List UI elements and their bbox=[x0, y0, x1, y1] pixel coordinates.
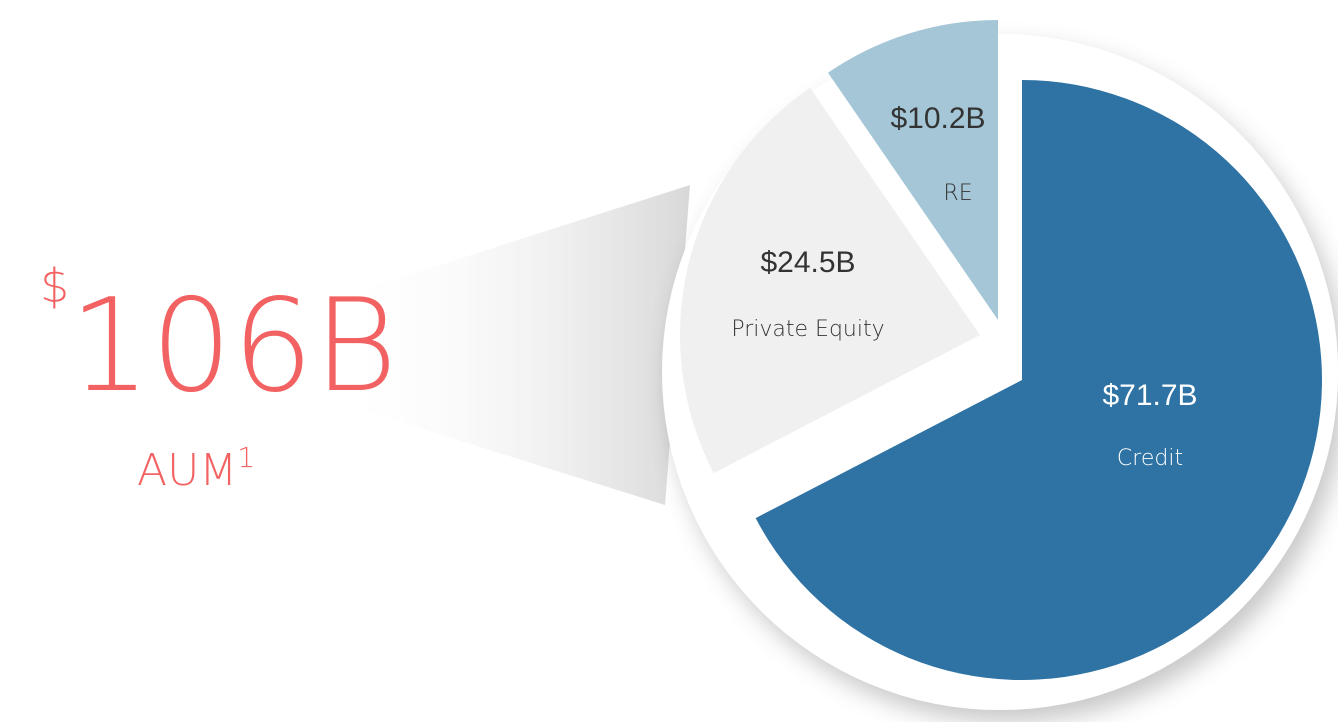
slice-value-label: $71.7B bbox=[1102, 379, 1197, 412]
pie bbox=[679, 20, 1322, 681]
zoom-cone bbox=[330, 185, 690, 505]
pie-slice bbox=[679, 87, 980, 474]
pie-slice bbox=[828, 20, 998, 320]
slice-value-label: $24.5B bbox=[760, 246, 855, 279]
aum-label: AUM bbox=[137, 445, 237, 496]
slice-value-label: $10.2B bbox=[890, 102, 985, 135]
slice-category-label: Private Equity bbox=[731, 317, 884, 342]
slice-category-label: Credit bbox=[1117, 446, 1183, 471]
pie-slice bbox=[755, 80, 1322, 681]
footnote-mark: 1 bbox=[237, 441, 255, 474]
headline-value: 106B bbox=[69, 272, 397, 421]
headline-label: AUM1 bbox=[137, 441, 255, 496]
currency-sign: $ bbox=[40, 259, 69, 313]
headline-amount: $106B bbox=[40, 259, 397, 421]
slice-category-label: RE bbox=[943, 181, 972, 206]
